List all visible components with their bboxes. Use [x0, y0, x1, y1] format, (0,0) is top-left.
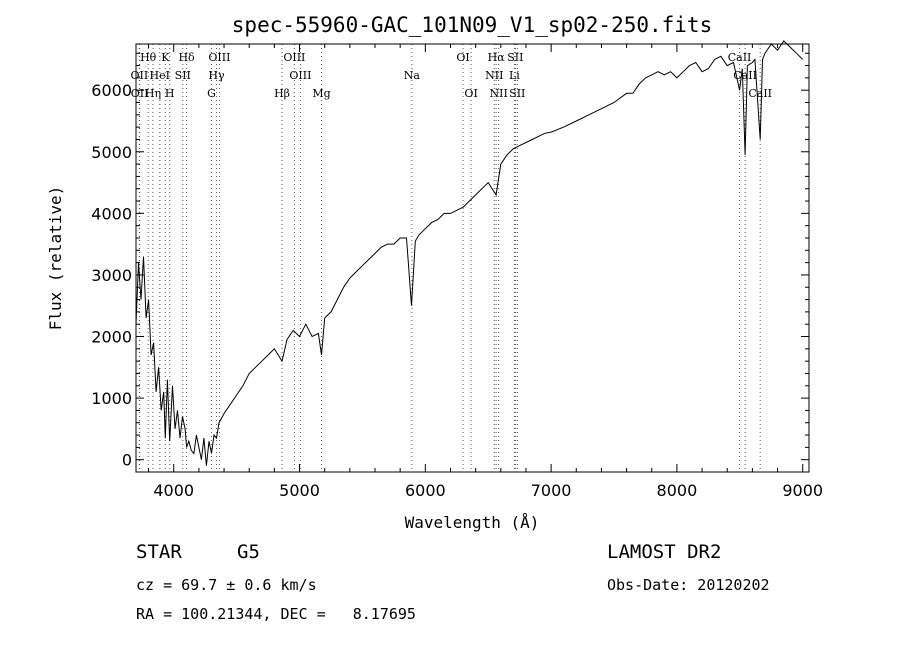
line-label-Hα: Hα: [488, 51, 506, 64]
x-tick-label-7000: 7000: [531, 481, 572, 500]
spectrum-line: [135, 40, 804, 466]
line-label-G: G: [207, 87, 216, 100]
axis-ticks-layer: 4000 5000 6000 7000 8000 9000 0 1000 2000 3000 400…: [91, 44, 823, 500]
x-tick-label-4000: 4000: [153, 481, 194, 500]
line-label-SII: SII: [507, 51, 523, 64]
y-tick-label-5000: 5000: [91, 143, 132, 162]
line-label-CaII: CaII: [733, 69, 757, 82]
y-tick-label-3000: 3000: [91, 266, 132, 285]
y-tick-label-2000: 2000: [91, 328, 132, 347]
object-type: STAR: [136, 541, 182, 563]
line-label-OII: OII: [131, 87, 149, 100]
survey-name: LAMOST DR2: [607, 541, 722, 563]
y-tick-label-0: 0: [122, 451, 132, 470]
y-tick-label-6000: 6000: [91, 81, 132, 100]
line-label-OI: OI: [464, 87, 477, 100]
observation-date: Obs-Date: 20120202: [607, 576, 770, 594]
coordinates-text: RA = 100.21344, DEC = 8.17695: [136, 605, 416, 623]
line-label-Hθ: Hθ: [140, 51, 157, 64]
x-tick-label-8000: 8000: [657, 481, 698, 500]
line-label-OIII: OIII: [283, 51, 305, 64]
line-label-H: H: [165, 87, 175, 100]
line-label-HeI: HeI: [150, 69, 170, 82]
object-subclass: G5: [237, 541, 260, 563]
line-label-Hγ: Hγ: [208, 69, 225, 82]
line-label-NII: NII: [490, 87, 508, 100]
line-label-Na: Na: [404, 69, 421, 82]
x-axis-label: Wavelength (Å): [405, 513, 540, 532]
line-label-OIII: OIII: [208, 51, 230, 64]
chart-title: spec-55960-GAC_101N09_V1_sp02-250.fits: [232, 13, 712, 37]
line-label-CaII: CaII: [748, 87, 772, 100]
line-label-OIII: OIII: [289, 69, 311, 82]
y-tick-label-1000: 1000: [91, 389, 132, 408]
line-label-SII: SII: [175, 69, 191, 82]
line-label-OI: OI: [456, 51, 469, 64]
y-axis-label: Flux (relative): [46, 186, 65, 331]
x-tick-label-5000: 5000: [279, 481, 320, 500]
y-tick-label-4000: 4000: [91, 204, 132, 223]
line-label-Mg: Mg: [312, 87, 330, 100]
line-label-Li: Li: [509, 69, 520, 82]
plot-frame: [135, 43, 810, 473]
line-label-NII: NII: [485, 69, 503, 82]
x-tick-label-9000: 9000: [782, 481, 823, 500]
line-label-Hη: Hη: [145, 87, 161, 100]
redshift-text: cz = 69.7 ± 0.6 km/s: [136, 576, 317, 594]
line-label-K: K: [161, 51, 170, 64]
line-label-Hβ: Hβ: [274, 87, 290, 100]
line-label-CaII: CaII: [728, 51, 752, 64]
line-label-Hδ: Hδ: [178, 51, 195, 64]
line-label-OII: OII: [131, 69, 149, 82]
line-label-SII: SII: [509, 87, 525, 100]
x-tick-label-6000: 6000: [405, 481, 446, 500]
